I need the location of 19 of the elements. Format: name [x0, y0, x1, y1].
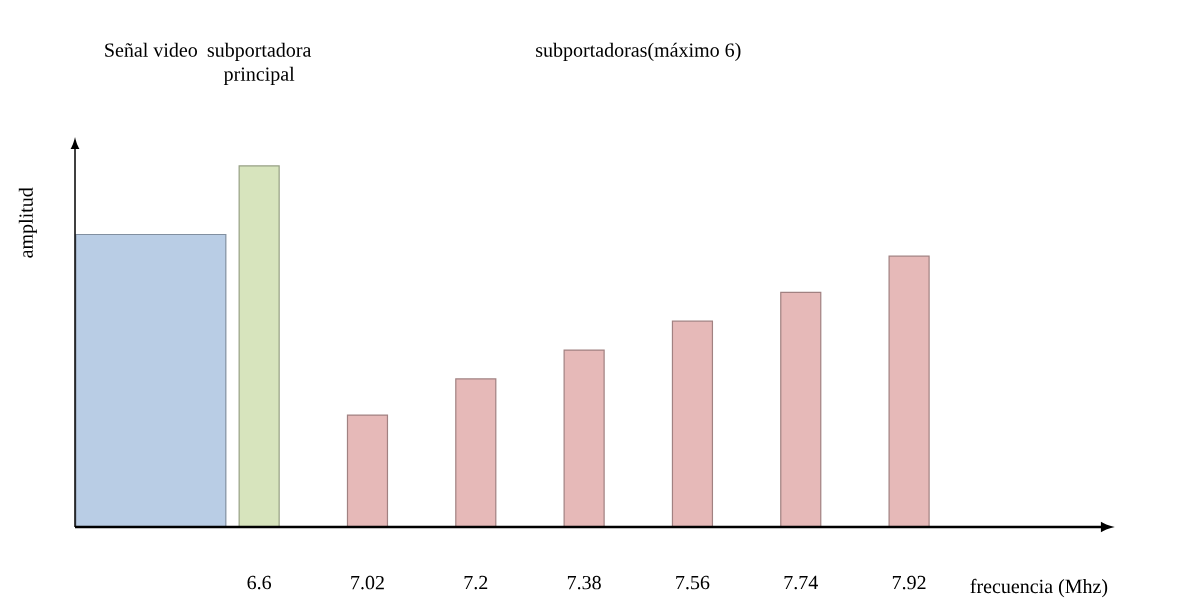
text: Señal video — [105, 42, 198, 57]
x-tick-label: 7.2 — [464, 575, 488, 590]
bar — [780, 291, 822, 528]
text: subportadoras(máximo 6) — [536, 42, 741, 61]
x-tick-label: 7.56 — [676, 575, 710, 590]
y-axis-title: amplitud — [18, 187, 37, 258]
x-tick-label: 7.38 — [567, 575, 601, 590]
bar — [238, 165, 280, 528]
text: subportadora principal — [207, 42, 312, 85]
x-axis-title: frecuencia (Mhz) — [970, 578, 1108, 598]
x-tick-label: 7.92 — [892, 575, 926, 590]
x-tick-label: 7.74 — [784, 575, 818, 590]
x-tick-label: 7.02 — [351, 575, 384, 590]
bar — [671, 320, 714, 528]
bar — [563, 349, 605, 528]
bar — [346, 414, 389, 528]
bar — [888, 255, 930, 528]
bar — [455, 378, 497, 528]
x-tick-label: 6.6 — [247, 575, 272, 590]
